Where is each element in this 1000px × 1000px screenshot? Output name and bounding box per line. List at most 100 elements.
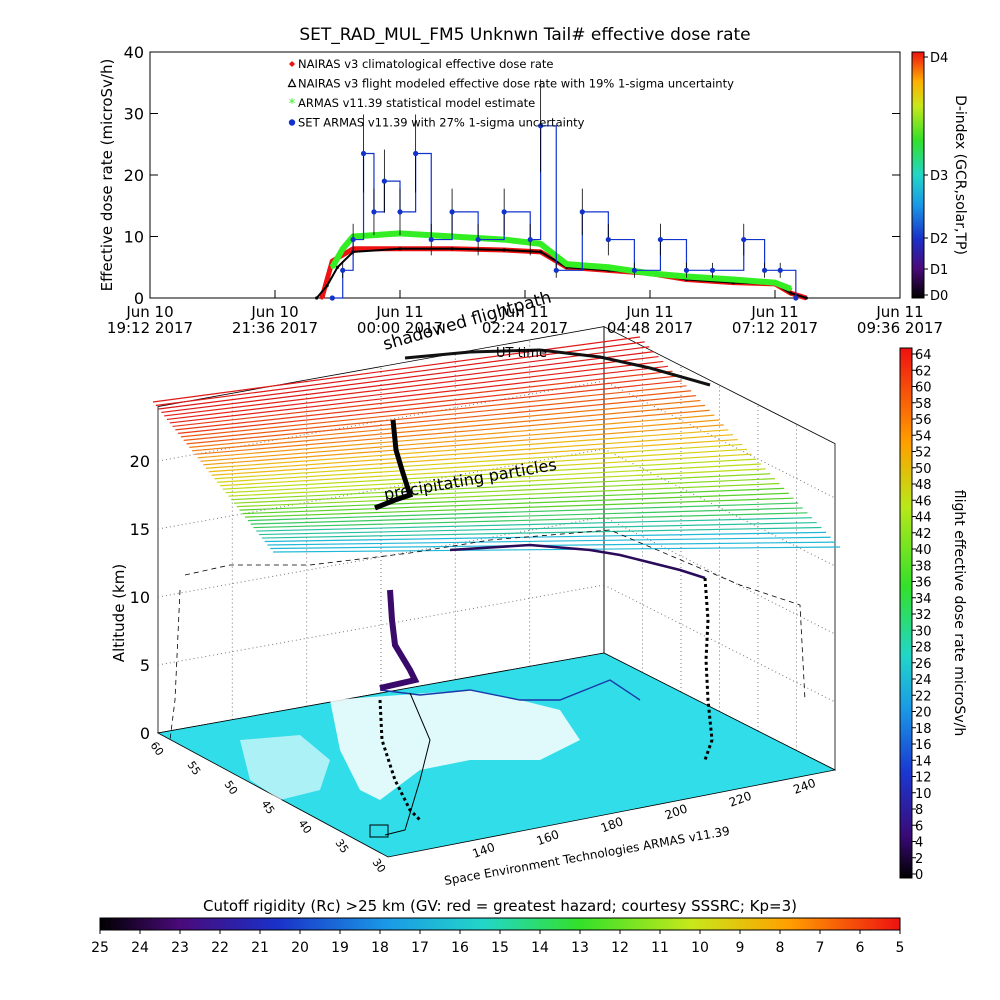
data-point bbox=[428, 236, 434, 243]
latitude-tick-label: 55 bbox=[185, 759, 204, 778]
x-tick-day: Jun 11 bbox=[625, 303, 673, 321]
data-point bbox=[741, 236, 747, 243]
upper-flightpath bbox=[404, 348, 711, 387]
origin-marker bbox=[369, 824, 389, 838]
legend-marker bbox=[289, 61, 295, 67]
dose-plane-line bbox=[233, 478, 775, 504]
r-tick-label: 10 bbox=[691, 940, 709, 956]
latitude-tick-label: 45 bbox=[259, 798, 278, 817]
longitude-tick-label: 220 bbox=[727, 789, 753, 810]
f-tick-label: 6 bbox=[915, 819, 923, 834]
r-tick-label: 5 bbox=[896, 940, 905, 956]
altitude-ticks: 0 5 10 15 20 bbox=[130, 452, 150, 743]
series-line bbox=[315, 247, 807, 299]
f-tick-label: 18 bbox=[915, 722, 932, 737]
y-tick-label: 0 bbox=[134, 289, 144, 308]
data-point bbox=[553, 267, 559, 273]
legend-item: NAIRAS v3 climatological effective dose … bbox=[289, 57, 554, 71]
data-point bbox=[657, 236, 664, 243]
dose-plane-line bbox=[175, 375, 678, 431]
latitude-tick-label: 50 bbox=[222, 778, 241, 797]
data-point bbox=[350, 236, 356, 243]
flight-dose-colorbar bbox=[899, 347, 913, 879]
f-tick-label: 2 bbox=[915, 852, 923, 867]
shadow-path bbox=[184, 529, 806, 701]
f-tick-label: 34 bbox=[915, 592, 932, 607]
dose-plane-line bbox=[270, 541, 836, 550]
rigidity-title: Cutoff rigidity (Rc) >25 km (GV: red = g… bbox=[203, 897, 797, 915]
dose-plane-line bbox=[261, 526, 822, 539]
r-tick-label: 7 bbox=[816, 940, 825, 956]
flight-dose-label: flight effective dose rate microSv/h bbox=[951, 490, 967, 736]
altitude-tick-label: 0 bbox=[140, 724, 150, 743]
data-point bbox=[315, 296, 319, 300]
data-point bbox=[709, 267, 716, 273]
top-chart-title: SET_RAD_MUL_FM5 Unknwn Tail# effective d… bbox=[299, 25, 750, 45]
d-tick-label: D4 bbox=[930, 51, 948, 66]
dose-plane-line bbox=[180, 385, 687, 438]
x-tick-time: 00:00 2017 bbox=[357, 319, 443, 337]
dose-plane-line bbox=[186, 395, 696, 445]
data-point bbox=[502, 248, 506, 252]
data-point bbox=[450, 247, 454, 251]
legend-item: * ARMAS v11.39 statistical model estimate bbox=[289, 96, 535, 112]
r-tick-label: 9 bbox=[736, 940, 745, 956]
data-point bbox=[773, 281, 777, 285]
x-tick-time: 19:12 2017 bbox=[107, 319, 193, 337]
dose-plane-line bbox=[219, 453, 752, 487]
x-tick-day: Jun 10 bbox=[125, 303, 173, 321]
x-tick-day: Jun 11 bbox=[875, 303, 923, 321]
legend-label: NAIRAS v3 flight modeled effective dose … bbox=[298, 77, 734, 91]
dose-plane-line bbox=[208, 434, 734, 473]
dose-plane-line bbox=[239, 487, 785, 511]
top-y-ticks: 0 10 20 30 40 bbox=[124, 43, 900, 308]
dose-plane-line bbox=[211, 438, 738, 476]
dose-plane-line bbox=[194, 409, 710, 455]
data-point bbox=[330, 265, 334, 269]
data-point bbox=[360, 150, 367, 157]
x-tick-day: Jun 11 bbox=[750, 303, 798, 321]
data-point bbox=[605, 236, 611, 243]
longitude-tick-label: 160 bbox=[535, 827, 561, 848]
dose-plane-line bbox=[272, 546, 841, 553]
r-tick-label: 12 bbox=[611, 940, 629, 956]
f-tick-label: 0 bbox=[915, 868, 923, 883]
dose-plane-line bbox=[197, 414, 715, 459]
data-point bbox=[381, 178, 387, 184]
rigidity-ticks: 25 24 23 22 21 20 19 18 17 16 15 14 13 12 11 10 9 8 7 6 5 bbox=[91, 930, 904, 956]
altitude-tick-label: 20 bbox=[130, 452, 150, 471]
data-point bbox=[777, 267, 783, 273]
r-tick-label: 13 bbox=[571, 940, 589, 956]
x-tick-day: Jun 10 bbox=[250, 303, 298, 321]
x-tick-time: 04:48 2017 bbox=[607, 319, 693, 337]
top-legend: NAIRAS v3 climatological effective dose … bbox=[287, 57, 734, 130]
altitude-tick-label: 10 bbox=[130, 588, 150, 607]
dose-plane-line bbox=[166, 360, 664, 421]
r-tick-label: 17 bbox=[411, 940, 429, 956]
dose-plane-line bbox=[264, 531, 827, 543]
data-point bbox=[539, 242, 543, 246]
legend-label: NAIRAS v3 climatological effective dose … bbox=[298, 57, 554, 71]
dose-plane-line bbox=[231, 473, 771, 501]
d-tick-label: D2 bbox=[930, 232, 948, 247]
f-tick-label: 40 bbox=[915, 543, 932, 558]
dose-plane-line bbox=[259, 521, 817, 536]
data-point bbox=[398, 247, 402, 251]
f-tick-label: 56 bbox=[915, 413, 932, 428]
data-point bbox=[449, 209, 455, 215]
data-point bbox=[789, 287, 793, 291]
dose-plane-line bbox=[158, 346, 650, 410]
ut-time-label: UT time bbox=[496, 346, 547, 361]
series-0 bbox=[319, 246, 808, 301]
dose-plane-line bbox=[169, 365, 668, 424]
data-point bbox=[340, 267, 346, 273]
top-y-axis-label: Effective dose rate (microSv/h) bbox=[98, 59, 116, 292]
f-tick-label: 50 bbox=[915, 462, 932, 477]
dose-plane-line bbox=[236, 482, 780, 508]
dose-plane-line bbox=[178, 380, 682, 434]
flight-paths bbox=[169, 348, 806, 822]
mid-flightpath bbox=[449, 543, 706, 580]
dose-plane-line bbox=[214, 443, 743, 480]
data-point bbox=[325, 284, 329, 288]
